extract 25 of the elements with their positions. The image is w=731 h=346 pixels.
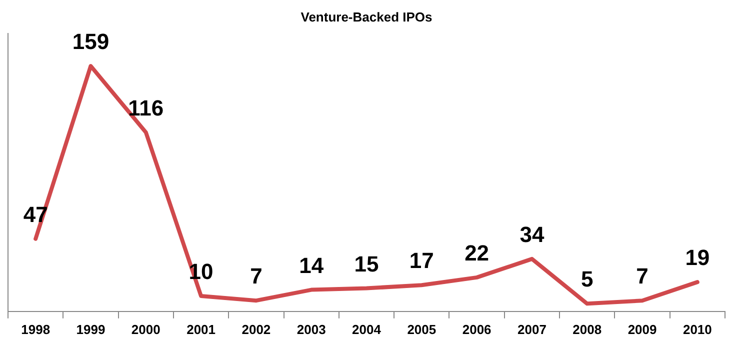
data-label: 5 — [580, 266, 594, 292]
chart-title: Venture-Backed IPOs — [300, 9, 432, 24]
x-tick-label: 2006 — [462, 322, 492, 337]
data-label: 116 — [128, 95, 164, 120]
x-tick-label: 2007 — [518, 322, 546, 337]
x-tick-label: 2002 — [242, 322, 271, 337]
data-label: 17 — [409, 248, 434, 274]
data-label: 15 — [354, 251, 379, 276]
x-tick-label: 2008 — [572, 322, 602, 337]
x-tick-label: 1998 — [21, 322, 50, 337]
data-label: 7 — [250, 264, 262, 289]
data-label: 14 — [299, 252, 324, 278]
x-tick-label: 2001 — [186, 322, 216, 337]
data-label: 19 — [685, 245, 710, 270]
x-tick-label: 1999 — [76, 322, 106, 337]
x-tick-label: 2005 — [407, 322, 436, 337]
data-label: 159 — [72, 29, 110, 54]
x-tick-label: 2000 — [131, 322, 160, 337]
x-tick-label: 2004 — [352, 322, 382, 337]
x-tick-label: 2003 — [296, 322, 326, 337]
x-tick-label: 2010 — [682, 322, 712, 337]
data-label: 22 — [464, 240, 490, 266]
data-label: 7 — [636, 264, 648, 289]
x-tick-label: 2009 — [628, 322, 657, 337]
data-label: 34 — [520, 222, 545, 247]
